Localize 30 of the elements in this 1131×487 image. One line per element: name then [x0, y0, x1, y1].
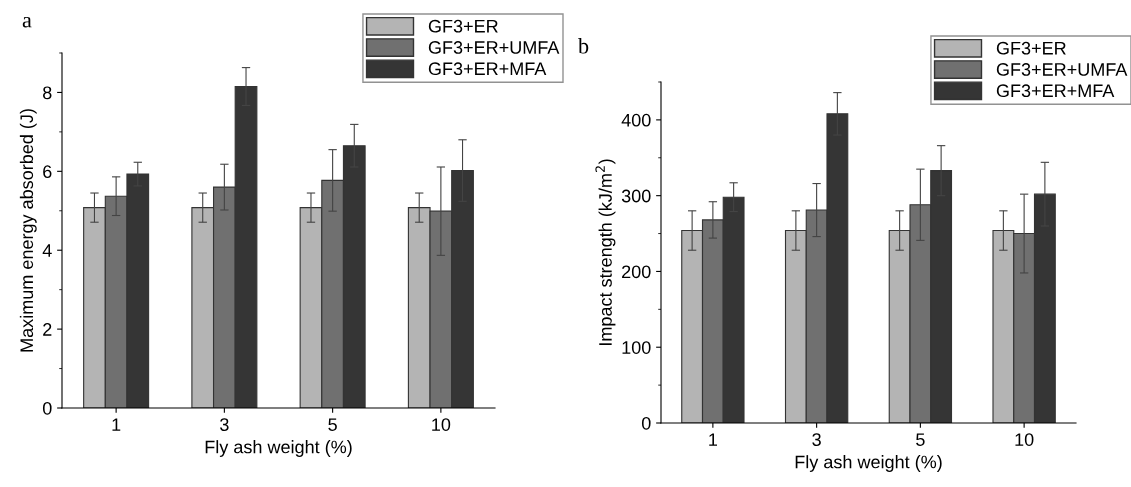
chart-title: b — [578, 37, 589, 54]
y-axis-title: Maximum energy absorbed (J) — [19, 109, 37, 352]
x-tick-label: 5 — [916, 433, 925, 446]
x-tick-label: 10 — [1015, 433, 1034, 446]
y-tick-label: 0 — [42, 401, 52, 415]
y-tick-label: 2 — [43, 323, 52, 336]
y-tick-label: 0 — [641, 416, 651, 430]
legend-label: GF3+ER+UMFA — [428, 41, 560, 54]
x-tick-label: 5 — [328, 418, 337, 431]
x-tick-label: 3 — [220, 418, 229, 431]
legend-label: GF3+ER+MFA — [996, 84, 1115, 98]
x-tick-label: 1 — [709, 433, 718, 446]
y-tick-label: 8 — [43, 86, 52, 100]
y-tick-label: 200 — [622, 265, 651, 279]
legend-label: GF3+ER+MFA — [428, 62, 547, 76]
legend-label: GF3+ER — [996, 41, 1066, 55]
y-tick-label: 4 — [42, 244, 52, 257]
x-tick-label: 3 — [812, 433, 821, 446]
x-axis-title: Fly ash weight (%) — [795, 455, 942, 472]
y-axis-title: Impact strength (kJ/m$^{2}$) — [595, 159, 616, 345]
legend-label: GF3+ER+UMFA — [996, 63, 1128, 76]
legend-label: GF3+ER — [428, 19, 498, 33]
y-tick-label: 400 — [621, 113, 651, 127]
x-axis-title: Fly ash weight (%) — [205, 440, 352, 457]
y-tick-label: 300 — [621, 189, 651, 203]
x-tick-label: 1 — [112, 418, 121, 431]
y-tick-label: 100 — [622, 341, 651, 354]
y-tick-label: 6 — [43, 165, 52, 179]
chart-title: a — [22, 16, 32, 28]
x-tick-label: 10 — [432, 418, 451, 431]
